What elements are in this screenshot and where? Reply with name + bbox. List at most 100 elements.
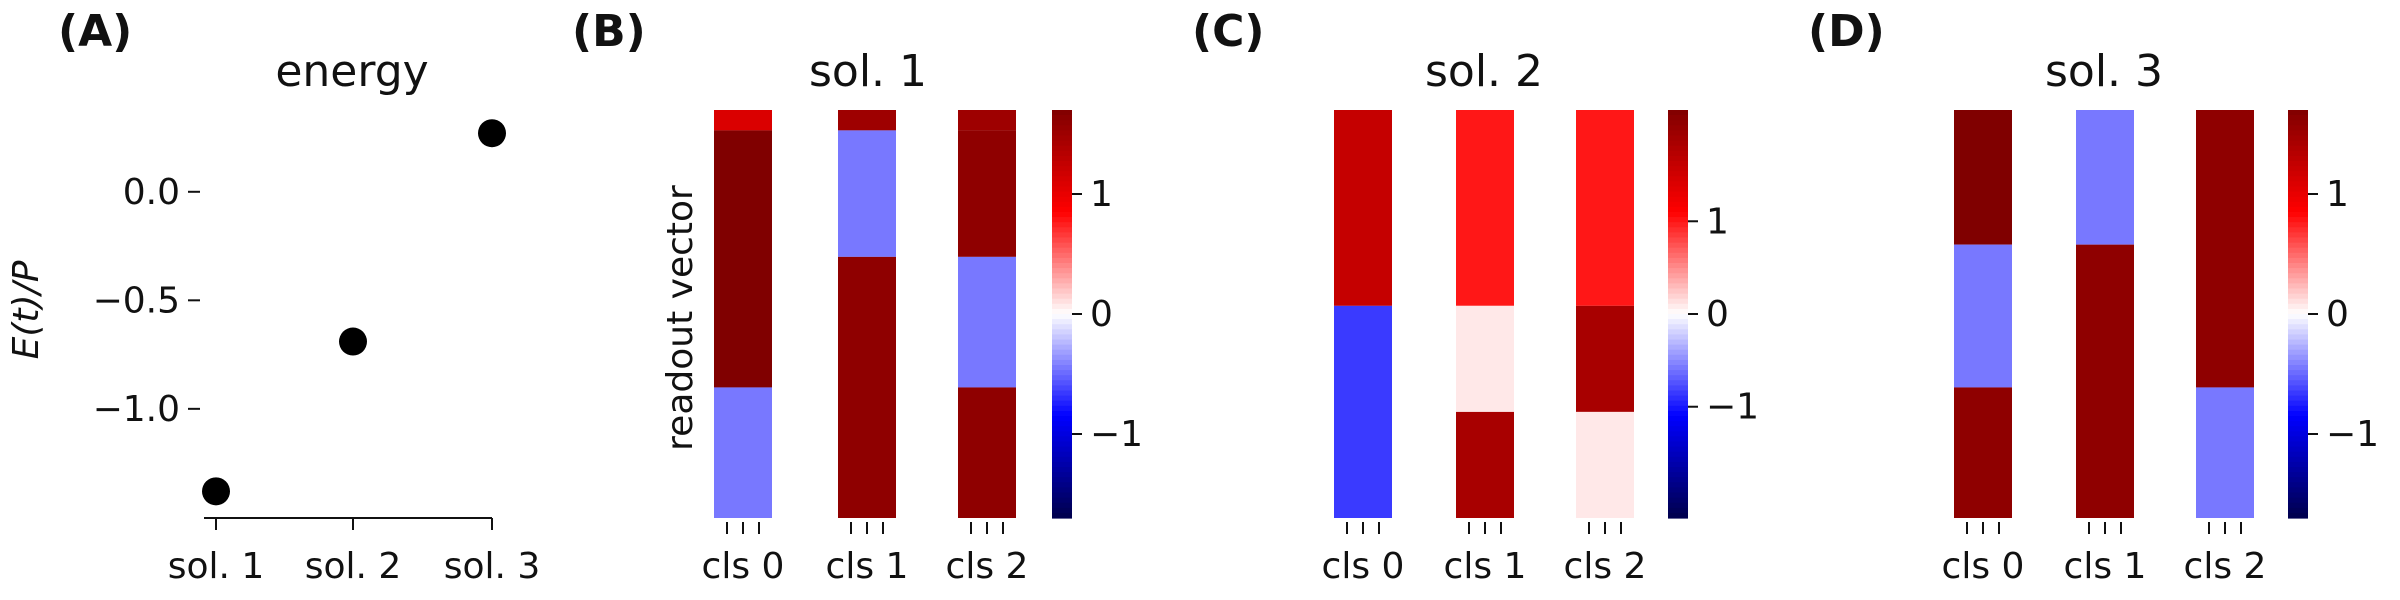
heatmap-cell [1576,411,1634,518]
x-tick-label: sol. 3 [444,546,541,587]
colorbar-segment [1668,232,1688,239]
colorbar-segment [2288,120,2308,126]
colorbar-segment [2288,298,2308,305]
colorbar-segment [1052,390,1072,397]
colorbar-segment [1052,217,1072,223]
colorbar-segment [1668,477,1688,483]
colorbar-segment [1052,461,1072,468]
colorbar-segment [1668,171,1688,177]
colorbar-segment [2288,319,2308,325]
colorbar-segment [2288,456,2308,463]
heatmap-cell [1954,387,2012,518]
colorbar-segment [2288,181,2308,188]
y-tick-label: −0.5 [93,280,180,321]
colorbar-segment [1052,196,1072,203]
colorbar-segment [1668,247,1688,254]
colorbar-segment [2288,472,2308,478]
colorbar-segment [2288,492,2308,499]
colorbar-segment [1052,252,1072,259]
colorbar-segment [1668,467,1688,473]
colorbar-segment [1052,502,1072,509]
colorbar-segment [1668,314,1688,320]
colorbar-segment [1052,405,1072,412]
colorbar-segment [2288,201,2308,208]
colorbar-segment [2288,110,2308,116]
colorbar-segment [2288,487,2308,494]
panel-a-ylabel: E(t)/P [6,260,47,359]
panel-b-cells [714,110,1016,518]
colorbar-segment [2288,314,2308,320]
panel-b-heatmap: (B) sol. 1 readout vector cls 0 cls 1 cls … [572,6,1143,587]
colorbar-segment [2288,507,2308,514]
colorbar-segment [2288,155,2308,162]
colorbar-segment [2288,222,2308,228]
panel-b-x-ticks: cls 0 cls 1 cls 2 [702,522,1029,587]
colorbar-segment [1052,477,1072,483]
colorbar-segment [1052,303,1072,310]
colorbar-segment [2288,288,2308,295]
colorbar-segment [1052,314,1072,320]
panel-d-cells [1954,110,2254,518]
colorbar-segment [1052,181,1072,188]
colorbar-segment [1668,441,1688,448]
heatmap-cell [958,256,1016,388]
colorbar-segment [1668,293,1688,300]
colorbar-segment [1668,155,1688,162]
colorbar-segment [2288,482,2308,488]
colorbar-segment [1668,166,1688,172]
colorbar-segment [1052,370,1072,376]
colorbar-segment [1052,472,1072,478]
colorbar-segment [2288,375,2308,381]
colorbar-segment [1052,431,1072,437]
colorbar-segment [1052,329,1072,335]
colorbar-segment [2288,196,2308,203]
colorbar-segment [2288,410,2308,417]
colorbar-segment [2288,135,2308,142]
colorbar-segment [2288,400,2308,407]
colorbar-segment [1668,395,1688,402]
heatmap-cell [958,130,1016,257]
heatmap-cell [1456,110,1514,306]
colorbar-segment [1668,410,1688,417]
colorbar-segment [1668,421,1688,427]
x-tick-label: cls 1 [2064,546,2147,587]
colorbar-segment [1668,308,1688,315]
colorbar-tick-label: −1 [1090,414,1143,455]
colorbar-segment [1668,502,1688,509]
heatmap-cell [1456,305,1514,412]
colorbar-segment [1052,298,1072,305]
colorbar-segment [1668,150,1688,157]
colorbar-segment [2288,431,2308,437]
colorbar-segment [1668,482,1688,488]
colorbar-segment [1668,196,1688,203]
colorbar-segment [1668,512,1688,519]
panel-b-colorbar: 1 0 −1 [1052,110,1143,519]
x-tick-label: cls 2 [946,546,1029,587]
colorbar-segment [2288,166,2308,172]
heatmap-cell [2196,387,2254,518]
colorbar-segment [1052,421,1072,427]
colorbar-segment [1052,186,1072,193]
panel-d-label: (D) [1808,6,1885,57]
colorbar-segment [1052,375,1072,381]
colorbar-segment [2288,416,2308,422]
x-tick-label: cls 2 [2184,546,2267,587]
panel-c-x-ticks: cls 0 cls 1 cls 2 [1322,522,1646,587]
colorbar-segment [1052,395,1072,402]
colorbar-segment [2288,227,2308,233]
colorbar-segment [1668,115,1688,121]
colorbar-segment [2288,339,2308,346]
colorbar-segment [2288,380,2308,386]
colorbar-segment [1668,431,1688,437]
colorbar-segment [1668,110,1688,116]
colorbar-segment [1052,380,1072,386]
colorbar-segment [1668,349,1688,356]
colorbar-segment [1052,349,1072,356]
colorbar-segment [1668,451,1688,458]
heatmap-cell [2076,110,2134,245]
colorbar-segment [1668,201,1688,208]
colorbar-segment [1052,308,1072,315]
colorbar-segment [1052,263,1072,269]
colorbar-segment [2288,176,2308,182]
